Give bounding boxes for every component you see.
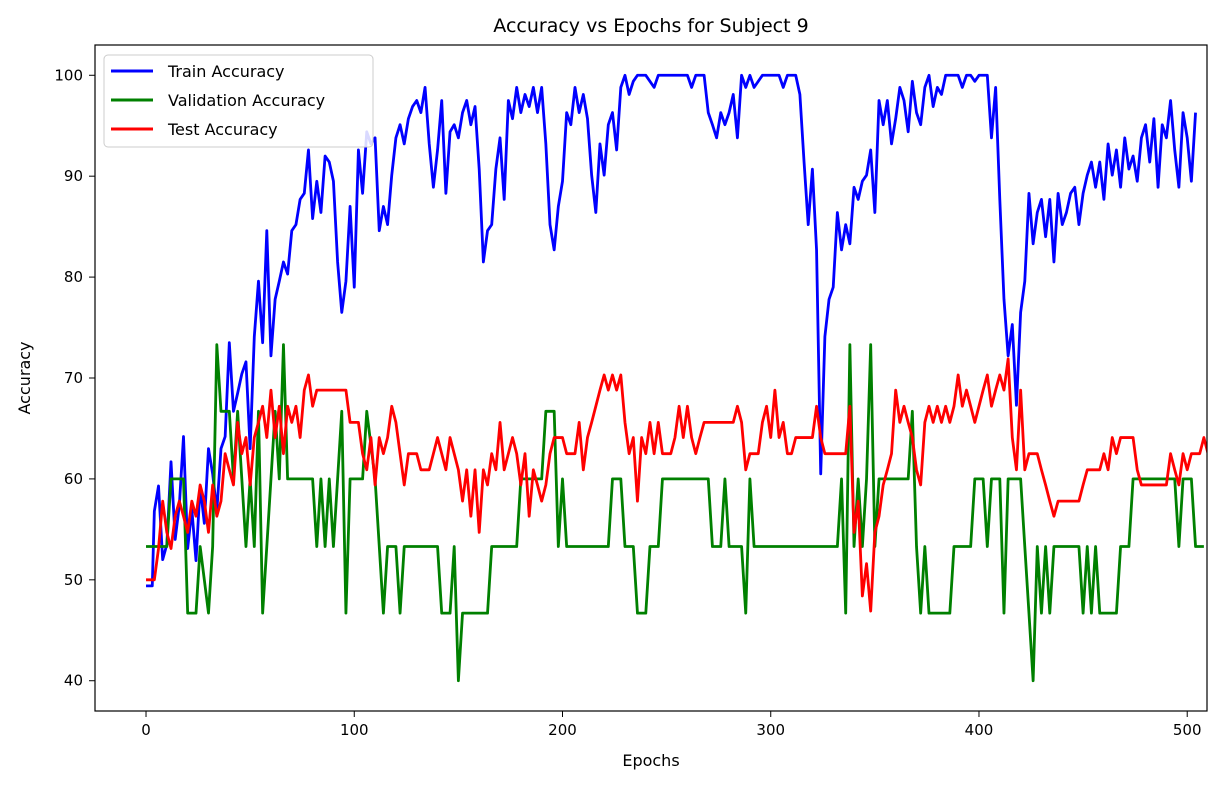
y-axis-ticks: 40 50 60 70 80 90 100 (54, 66, 95, 690)
series-line-validation-accuracy (146, 343, 1204, 683)
y-tick-label: 70 (64, 369, 83, 387)
series-line-train-accuracy (146, 73, 1197, 588)
legend: Train Accuracy Validation Accuracy Test Ac… (103, 54, 374, 148)
y-tick-label: 80 (64, 268, 83, 286)
y-tick-label: 60 (64, 470, 83, 488)
x-tick-label: 300 (756, 721, 785, 739)
x-axis-ticks: 0 100 200 300 400 500 (141, 711, 1202, 739)
x-tick-label: 500 (1173, 721, 1202, 739)
x-tick-label: 400 (965, 721, 994, 739)
series-line-test-accuracy (146, 357, 1207, 613)
legend-label-validation-accuracy: Validation Accuracy (168, 91, 325, 110)
x-tick-label: 0 (141, 721, 151, 739)
legend-label-train-accuracy: Train Accuracy (167, 62, 285, 81)
y-tick-label: 90 (64, 167, 83, 185)
y-tick-label: 40 (64, 672, 83, 690)
y-tick-label: 100 (54, 66, 83, 84)
x-axis-label: Epochs (622, 751, 679, 770)
chart-title: Accuracy vs Epochs for Subject 9 (493, 15, 808, 37)
x-tick-label: 200 (548, 721, 577, 739)
legend-box (103, 54, 374, 148)
legend-label-test-accuracy: Test Accuracy (167, 120, 278, 139)
y-axis-label: Accuracy (15, 341, 34, 414)
y-tick-label: 50 (64, 571, 83, 589)
series-layer (146, 73, 1207, 683)
x-tick-label: 100 (340, 721, 369, 739)
